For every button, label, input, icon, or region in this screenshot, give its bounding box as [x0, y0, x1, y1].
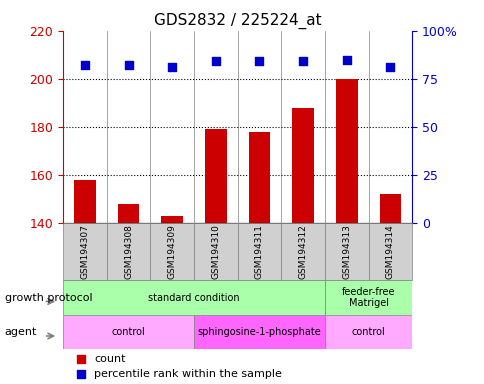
Text: GSM194312: GSM194312: [298, 224, 307, 279]
Point: [342, 56, 350, 63]
Text: GSM194313: GSM194313: [342, 224, 350, 279]
Text: control: control: [351, 327, 385, 337]
Text: control: control: [111, 327, 145, 337]
FancyBboxPatch shape: [194, 315, 324, 349]
Text: GSM194310: GSM194310: [211, 224, 220, 279]
Text: feeder-free
Matrigel: feeder-free Matrigel: [341, 287, 394, 308]
Text: GSM194307: GSM194307: [80, 224, 89, 279]
Point: [392, 166, 399, 172]
Bar: [291, 108, 313, 223]
FancyBboxPatch shape: [63, 280, 324, 315]
Bar: [378, 194, 400, 223]
Text: GSM194311: GSM194311: [255, 224, 263, 279]
Text: growth protocol: growth protocol: [5, 293, 92, 303]
FancyBboxPatch shape: [324, 280, 411, 315]
Point: [392, 306, 399, 312]
FancyBboxPatch shape: [324, 315, 411, 349]
Text: GSM194314: GSM194314: [385, 224, 394, 279]
Bar: [161, 215, 182, 223]
Point: [124, 62, 132, 68]
Title: GDS2832 / 225224_at: GDS2832 / 225224_at: [153, 13, 321, 29]
FancyBboxPatch shape: [368, 223, 411, 280]
Point: [255, 58, 263, 65]
Bar: [117, 204, 139, 223]
Point: [81, 62, 89, 68]
Text: agent: agent: [5, 327, 37, 337]
Text: standard condition: standard condition: [148, 293, 239, 303]
Point: [168, 64, 176, 70]
FancyBboxPatch shape: [237, 223, 281, 280]
FancyBboxPatch shape: [106, 223, 150, 280]
Text: GSM194309: GSM194309: [167, 224, 176, 279]
Text: percentile rank within the sample: percentile rank within the sample: [94, 369, 282, 379]
Text: GSM194308: GSM194308: [124, 224, 133, 279]
Bar: [74, 179, 95, 223]
FancyBboxPatch shape: [63, 315, 194, 349]
Point: [212, 58, 219, 65]
Text: sphingosine-1-phosphate: sphingosine-1-phosphate: [197, 327, 321, 337]
Text: count: count: [94, 354, 126, 364]
FancyBboxPatch shape: [324, 223, 368, 280]
FancyBboxPatch shape: [194, 223, 237, 280]
Bar: [335, 79, 357, 223]
Bar: [248, 131, 270, 223]
FancyBboxPatch shape: [281, 223, 324, 280]
FancyBboxPatch shape: [150, 223, 194, 280]
FancyBboxPatch shape: [63, 223, 106, 280]
Point: [386, 64, 393, 70]
Bar: [204, 129, 226, 223]
Point: [299, 58, 306, 65]
